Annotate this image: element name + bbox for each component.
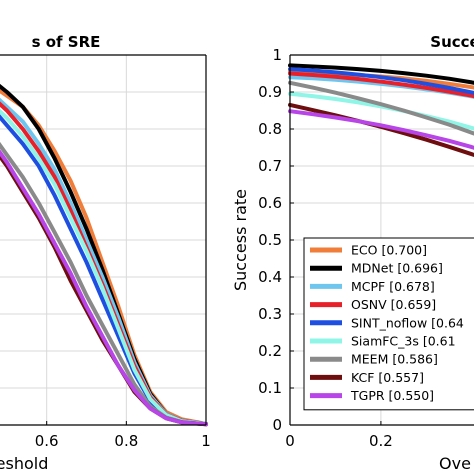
legend-entry-5: SiamFC_3s [0.61 xyxy=(351,334,456,349)
right-series-line-3 xyxy=(288,71,474,99)
right-y-axis-label: Success rate xyxy=(231,189,250,291)
right-x-axis-label: Ove xyxy=(439,454,471,473)
right-y-tick-label: 0.7 xyxy=(258,157,282,175)
right-x-ticks: 0 0.2 xyxy=(285,421,393,450)
left-series-line-5 xyxy=(0,108,208,426)
right-y-tick-label: 0.3 xyxy=(258,305,282,323)
right-y-tick-label: 0.5 xyxy=(258,231,282,249)
right-y-tick-label: 0.4 xyxy=(258,268,282,286)
legend-entry-6: MEEM [0.586] xyxy=(351,352,438,367)
left-axes xyxy=(0,54,207,426)
left-x-axis-label: eshold xyxy=(0,454,48,473)
right-y-tick-label: 0.2 xyxy=(258,342,282,360)
right-series-line-8 xyxy=(288,109,474,150)
right-y-tick-label: 0.8 xyxy=(258,120,282,138)
left-x-tick-label: 0.6 xyxy=(35,432,59,450)
legend-entry-7: KCF [0.557] xyxy=(351,370,424,385)
right-chart-title: Succe xyxy=(430,33,474,51)
left-series-line-0 xyxy=(0,88,208,426)
right-series-line-7 xyxy=(288,102,474,158)
right-series-line-1 xyxy=(288,63,474,85)
right-y-tick-label: 0.9 xyxy=(258,83,282,101)
left-x-tick-label: 1 xyxy=(201,432,211,450)
right-series-line-4 xyxy=(288,67,474,95)
right-y-tick-label: 0.1 xyxy=(258,379,282,397)
left-chart-panel: s of SRE 0.6 0.8 1 eshold xyxy=(0,33,211,473)
right-y-ticks: 0 0.1 0.2 0.3 0.4 0.5 0.6 0.7 0.8 0.9 1 xyxy=(258,46,294,434)
left-series-group xyxy=(0,83,208,427)
legend-entry-3: OSNV [0.659] xyxy=(351,297,436,312)
right-y-tick-label: 0 xyxy=(272,416,282,434)
left-series-line-8 xyxy=(0,149,208,427)
legend-entry-2: MCPF [0.678] xyxy=(351,279,435,294)
right-series-line-6 xyxy=(288,80,474,136)
right-chart-panel: Succe 00.2 00.10.20.30.40.50.60.70.80.91… xyxy=(231,33,474,473)
left-x-ticks: 0.6 0.8 1 xyxy=(35,421,211,450)
right-y-tick-label: 0.6 xyxy=(258,194,282,212)
right-y-tick-label: 1 xyxy=(272,46,282,64)
left-x-tick-label: 0.8 xyxy=(114,432,138,450)
legend-entry-0: ECO [0.700] xyxy=(351,243,427,258)
legend-entry-8: TGPR [0.550] xyxy=(350,388,434,403)
left-grid xyxy=(0,54,207,426)
right-series-group xyxy=(288,63,474,158)
legend-entry-4: SINT_noflow [0.64 xyxy=(351,315,464,330)
legend-entry-1: MDNet [0.696] xyxy=(351,261,443,276)
legend: ECO [0.700] MDNet [0.696] MCPF [0.678] OSNV… xyxy=(303,237,474,411)
right-x-tick-label: 0.2 xyxy=(369,432,393,450)
left-series-line-1 xyxy=(0,83,208,426)
left-chart-title: s of SRE xyxy=(32,33,101,51)
right-x-tick-label: 0 xyxy=(285,432,295,450)
